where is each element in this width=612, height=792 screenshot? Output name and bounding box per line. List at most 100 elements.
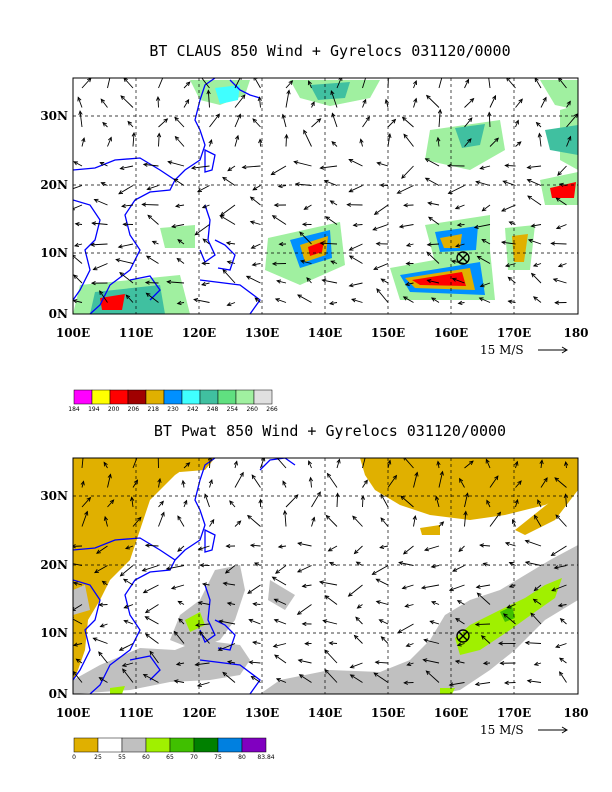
wind-vector bbox=[534, 515, 542, 527]
wind-vector-head bbox=[73, 544, 76, 549]
wind-vector-head bbox=[404, 603, 410, 608]
wind-vector-head bbox=[346, 202, 352, 207]
wind-vector bbox=[515, 98, 523, 108]
wind-vector bbox=[438, 109, 441, 128]
wind-vector bbox=[399, 224, 414, 228]
wind-vector-head bbox=[123, 604, 129, 609]
wind-vector-head bbox=[413, 80, 418, 86]
wind-vector-head bbox=[494, 137, 499, 143]
wind-vector bbox=[73, 618, 83, 625]
wind-vector-head bbox=[173, 679, 179, 684]
wind-vector bbox=[425, 158, 440, 167]
wind-vector bbox=[403, 545, 414, 555]
wind-vector bbox=[276, 678, 287, 683]
wind-vector bbox=[234, 472, 244, 488]
wind-vector bbox=[329, 642, 338, 644]
wind-vector-head bbox=[258, 138, 263, 144]
wind-vector bbox=[380, 517, 389, 527]
wind-vector-head bbox=[564, 460, 569, 466]
wind-vector-head bbox=[171, 224, 177, 229]
wind-vector-head bbox=[142, 673, 148, 678]
wind-vector bbox=[381, 636, 389, 644]
wind-vector bbox=[380, 494, 389, 508]
wind-vector-head bbox=[301, 583, 307, 588]
wind-vector bbox=[250, 544, 261, 547]
wind-vector bbox=[352, 515, 363, 527]
wind-vector bbox=[183, 462, 190, 469]
wind-vector-head bbox=[206, 89, 211, 95]
wind-vector bbox=[480, 282, 491, 287]
wind-vector-head bbox=[282, 480, 287, 486]
wind-vector bbox=[311, 517, 315, 527]
wind-vector-head bbox=[351, 298, 357, 303]
wind-vector bbox=[413, 80, 417, 89]
wind-vector-head bbox=[249, 543, 255, 548]
wind-vector-head bbox=[122, 578, 128, 583]
wind-vector-head bbox=[101, 580, 107, 586]
wind-vector bbox=[227, 661, 236, 664]
wind-vector bbox=[373, 672, 389, 683]
wind-vector-head bbox=[222, 581, 228, 586]
wind-vector-head bbox=[479, 165, 485, 170]
wind-vector-head bbox=[141, 202, 147, 207]
svg-text:160E: 160E bbox=[434, 326, 468, 340]
wind-vector bbox=[146, 255, 159, 264]
wind-vector-head bbox=[378, 619, 384, 624]
wind-vector-head bbox=[504, 680, 509, 685]
wind-vector bbox=[229, 500, 236, 508]
wind-vector-head bbox=[507, 276, 513, 282]
wind-vector bbox=[174, 680, 185, 683]
wind-vector-head bbox=[372, 226, 378, 231]
wind-vector bbox=[166, 565, 185, 570]
wind-vector bbox=[99, 677, 108, 683]
svg-text:30N: 30N bbox=[40, 109, 68, 123]
wind-vector-head bbox=[328, 300, 334, 306]
wind-vector-head bbox=[436, 136, 441, 142]
wind-vector-head bbox=[376, 288, 381, 293]
wind-vector-head bbox=[201, 281, 207, 287]
wind-vector-head bbox=[322, 619, 328, 624]
wind-vector bbox=[274, 598, 287, 605]
wind-vector bbox=[93, 637, 108, 644]
wind-vector-head bbox=[467, 138, 472, 143]
wind-vector bbox=[559, 183, 567, 186]
panel1-colorbar: 184 194 200 206 218 230 242 248 254 260 266 bbox=[68, 389, 278, 413]
wind-vector-head bbox=[426, 251, 432, 257]
wind-vector-head bbox=[555, 197, 561, 202]
wind-vector bbox=[79, 111, 83, 128]
svg-text:0N: 0N bbox=[49, 687, 68, 701]
wind-vector bbox=[533, 263, 542, 267]
wind-vector-head bbox=[301, 621, 307, 627]
wind-vector bbox=[455, 660, 465, 664]
wind-vector bbox=[360, 139, 363, 147]
panel1-colorbar-label: 260 bbox=[246, 406, 258, 413]
wind-vector-head bbox=[253, 562, 259, 567]
wind-vector-head bbox=[249, 220, 255, 225]
wind-vector-head bbox=[252, 186, 258, 191]
wind-vector bbox=[274, 619, 287, 625]
wind-vector-head bbox=[173, 630, 179, 636]
wind-vector-head bbox=[502, 180, 508, 185]
wind-vector-head bbox=[363, 479, 368, 485]
panel1-x-ticks: 100E 110E 120E 130E 140E 150E 160E 170E … bbox=[56, 326, 589, 340]
wind-vector-head bbox=[405, 261, 411, 266]
wind-vector bbox=[427, 279, 440, 284]
wind-vector bbox=[302, 584, 312, 587]
wind-vector-head bbox=[248, 660, 254, 665]
wind-vector-head bbox=[328, 561, 334, 566]
wind-vector bbox=[158, 501, 164, 508]
panel2-colorbar-label: 60 bbox=[142, 754, 150, 761]
wind-vector bbox=[234, 461, 238, 469]
wind-vector bbox=[96, 545, 108, 554]
wind-vector bbox=[387, 78, 389, 89]
wind-vector bbox=[459, 478, 465, 488]
wind-vector bbox=[480, 165, 491, 169]
wind-vector bbox=[174, 631, 185, 644]
wind-vector-head bbox=[455, 243, 461, 248]
wind-vector bbox=[177, 545, 185, 552]
wind-vector bbox=[299, 674, 312, 683]
wind-vector bbox=[158, 118, 168, 128]
wind-vector bbox=[94, 565, 108, 573]
panel2-title: BT Pwat 850 Wind + Gyrelocs 031120/0000 bbox=[154, 422, 506, 440]
panel2-colorbar-label: 75 bbox=[214, 754, 222, 761]
